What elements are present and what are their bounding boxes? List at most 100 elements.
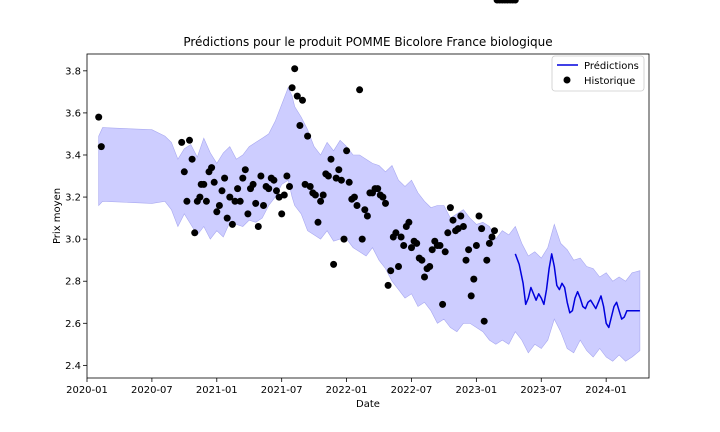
historique-point [249, 180, 257, 188]
x-tick-label: 2021-07 [261, 385, 303, 396]
legend-label-historique: Historique [584, 76, 635, 87]
historique-point [191, 229, 199, 237]
historique-point [397, 233, 405, 241]
historique-point [273, 187, 280, 195]
historique-point [374, 185, 382, 193]
historique-point [221, 174, 229, 182]
historique-point [343, 147, 351, 155]
y-tick-label: 3.6 [65, 108, 81, 119]
historique-point [293, 92, 301, 100]
historique-point [470, 275, 478, 283]
historique-point [213, 208, 221, 216]
y-axis: 2.4 2.6 2.8 3.0 3.2 3.4 3.6 3.8 [65, 66, 87, 372]
historique-point [428, 246, 436, 254]
historique-point [436, 242, 444, 249]
historique-point [95, 113, 103, 121]
y-tick-label: 2.4 [65, 361, 81, 372]
historique-point [485, 239, 493, 247]
historique-point [408, 244, 415, 252]
historique-point [319, 191, 327, 199]
historique-point [426, 263, 434, 270]
historique-point [358, 235, 366, 243]
historique-point [196, 193, 204, 201]
historique-point [186, 136, 193, 144]
x-axis-label: Date [356, 399, 380, 410]
historique-point [257, 172, 265, 180]
historique-point [239, 174, 247, 182]
historique-point [280, 191, 288, 199]
historique-point [296, 122, 304, 129]
historique-point [183, 197, 191, 205]
historique-point [260, 202, 267, 209]
prediction-line [514, 253, 640, 329]
historique-point [299, 96, 306, 104]
historique-point [384, 281, 392, 289]
historique-point [97, 143, 105, 151]
historique-point [337, 176, 345, 184]
historique-point [236, 197, 244, 205]
x-tick-label: 2020-01 [66, 385, 108, 396]
historique-point [350, 193, 358, 201]
y-tick-label: 3.2 [65, 193, 81, 204]
historique-point [188, 155, 196, 163]
historique-point [288, 84, 296, 92]
x-tick-label: 2022-01 [326, 385, 368, 396]
historique-point [304, 132, 312, 140]
historique-point [491, 227, 498, 235]
historique-point [413, 239, 421, 247]
historique-point [178, 138, 186, 146]
historique-point [400, 242, 408, 249]
historique-point [244, 210, 252, 218]
historique-point [421, 273, 428, 281]
historique-point [317, 197, 325, 205]
historique-point [467, 292, 475, 300]
historique-point [356, 86, 364, 94]
historique-point [265, 185, 273, 193]
x-tick-label: 2020-07 [131, 385, 173, 396]
historique-point [335, 166, 343, 174]
y-tick-label: 2.6 [65, 319, 81, 330]
x-tick-label: 2023-01 [455, 385, 497, 396]
historique-point [439, 300, 447, 308]
historique-point [392, 229, 400, 237]
historique-point [382, 199, 389, 207]
x-axis: 2020-01 2020-07 2021-01 2021-07 2022-01 2022-… [66, 378, 627, 396]
x-tick-label: 2022-07 [391, 385, 433, 396]
historique-point [286, 183, 293, 190]
legend-label-predictions: Prédictions [584, 60, 639, 72]
legend: Prédictions Historique [551, 55, 645, 92]
historique-point [418, 256, 426, 264]
historique-point [208, 164, 216, 172]
historique-point [311, 191, 319, 199]
confidence-band [98, 86, 641, 362]
historique-point [270, 176, 278, 184]
historique-point [252, 199, 260, 207]
historique-point [459, 223, 467, 230]
x-tick-label: 2023-07 [520, 385, 562, 396]
historique-point [218, 187, 226, 195]
historique-point [478, 225, 486, 233]
historique-point [180, 168, 188, 176]
historique-point [449, 216, 457, 224]
historique-point [291, 65, 299, 73]
y-tick-label: 2.8 [65, 277, 81, 288]
historique-point [353, 202, 361, 209]
historique-point [215, 202, 223, 209]
plot-frame [86, 53, 650, 379]
historique-point [200, 180, 208, 188]
historique-point [363, 212, 371, 220]
y-axis-label: Prix moyen [52, 188, 63, 244]
historique-point [234, 185, 242, 193]
historique-point [475, 212, 483, 220]
historique-point [488, 233, 496, 241]
historique-point [226, 193, 234, 201]
x-tick-label: 2021-01 [196, 385, 238, 396]
historique-point [306, 183, 314, 190]
historique-point [465, 246, 473, 254]
y-tick-label: 3.0 [65, 235, 81, 246]
historique-point [444, 229, 452, 237]
historique-point [379, 193, 387, 201]
historique-point [241, 166, 249, 174]
historique-point [202, 197, 210, 205]
